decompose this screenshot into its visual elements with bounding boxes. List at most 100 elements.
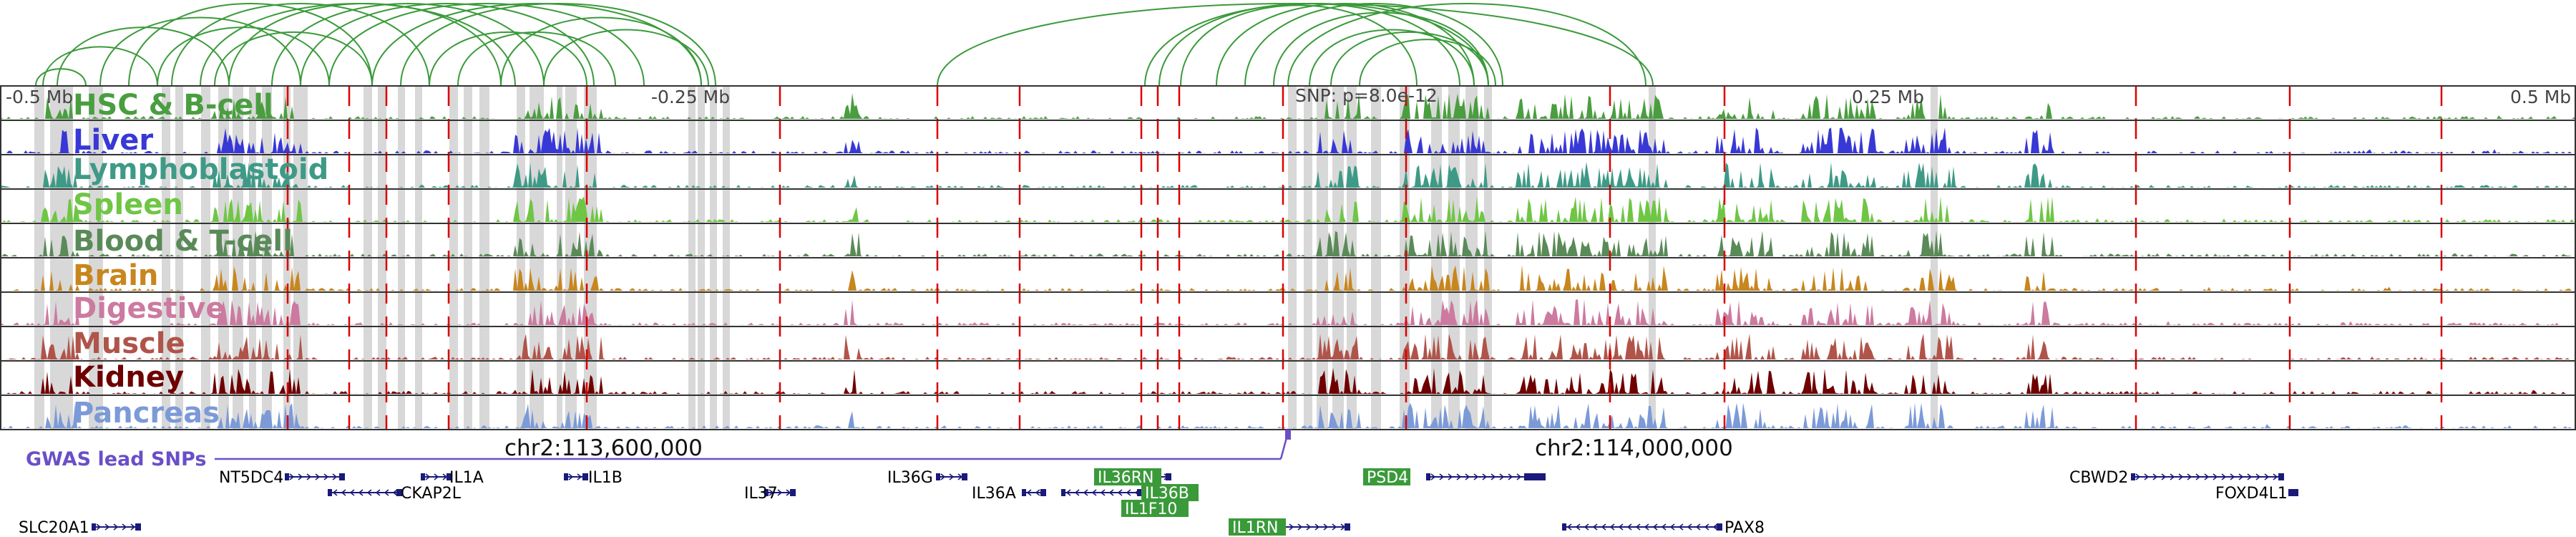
gene-strand-arrow	[1126, 489, 1131, 496]
snp-label: SNP: p=8.0e-12	[1295, 85, 1438, 106]
gene-label: PAX8	[1724, 519, 1765, 537]
gene-exon	[2293, 489, 2298, 496]
gene-strand-arrow	[323, 473, 329, 480]
gene-strand-arrow	[2264, 473, 2270, 480]
gwas-label: GWAS lead SNPs	[26, 448, 206, 470]
gene-strand-arrow	[2204, 473, 2210, 480]
gene-strand-arrow	[949, 473, 955, 480]
gene-strand-arrow	[2212, 473, 2218, 480]
gene-strand-arrow	[1332, 523, 1337, 531]
interaction-arc	[214, 32, 373, 87]
track-label-spleen: Spleen	[73, 188, 183, 221]
tick-0.5: 0.5 Mb	[2510, 87, 2571, 107]
gwas-snp-marker[interactable]	[1285, 430, 1291, 440]
gene-strand-arrow	[1465, 473, 1470, 480]
signal-6	[0, 265, 2576, 291]
position-label-right: chr2:114,000,000	[1535, 435, 1733, 461]
gene-strand-arrow	[375, 489, 381, 496]
gene-strand-arrow	[130, 523, 136, 531]
signal-3	[0, 162, 2576, 188]
gene-strand-arrow	[1626, 523, 1632, 531]
gene-strand-arrow	[298, 473, 303, 480]
gene-strand-arrow	[577, 473, 582, 480]
gene-strand-arrow	[2187, 473, 2192, 480]
signal-5	[0, 231, 2576, 256]
interaction-arc	[500, 16, 702, 87]
track-borders	[0, 85, 2576, 430]
gene-strand-arrow	[1448, 473, 1453, 480]
signal-2	[0, 127, 2576, 153]
gene-exon	[339, 473, 345, 480]
gene-il1a: IL1A	[421, 469, 484, 487]
gene-label: IL36A	[972, 485, 1016, 503]
gene-psd4: PSD4	[1363, 468, 1543, 487]
gene-strand-arrow	[1601, 523, 1606, 531]
interaction-arc	[1158, 3, 1460, 87]
gene-strand-arrow	[940, 473, 946, 480]
gene-label-highlight	[1229, 518, 1286, 536]
signal-8	[0, 334, 2576, 359]
track-label-brain: Brain	[73, 259, 158, 292]
gene-label: CBWD2	[2069, 469, 2128, 487]
gene-strand-arrow	[2230, 473, 2235, 480]
gene-strand-arrow	[315, 473, 321, 480]
gene-strand-arrow	[2273, 473, 2278, 480]
gene-label: IL36RN	[1098, 469, 1153, 487]
interaction-arc	[1287, 3, 1646, 87]
gene-label: IL1F10	[1125, 500, 1177, 518]
gene-exon	[328, 489, 332, 496]
gene-exon	[564, 473, 568, 480]
gene-label: IL1B	[588, 469, 623, 487]
gene-label: PSD4	[1367, 469, 1408, 487]
gene-exon	[1166, 473, 1171, 480]
gene-label: NT5DC4	[219, 469, 283, 487]
gene-strand-arrow	[777, 489, 783, 496]
gene-label: IL1A	[449, 469, 484, 487]
gene-exon	[1524, 473, 1546, 480]
gene-exon	[396, 489, 402, 496]
gene-exon	[962, 473, 967, 480]
gene-exon	[764, 489, 769, 496]
track-label-liver: Liver	[73, 124, 153, 157]
gene-strand-arrow	[2135, 473, 2141, 480]
interaction-arc	[400, 2, 716, 87]
gene-strand-arrow	[1678, 523, 1684, 531]
gene-strand-arrow	[1661, 523, 1667, 531]
interaction-arc	[99, 16, 301, 87]
interaction-arc	[1180, 4, 1418, 87]
gene-strand-arrow	[1609, 523, 1615, 531]
gene-exon	[1717, 523, 1722, 531]
gene-strand-arrow	[306, 473, 312, 480]
interaction-arc	[200, 2, 516, 87]
gene-track: NT5DC4 IL1A IL1B CKAP2L IL37 IL36G IL36A IL36RN…	[19, 468, 2298, 537]
gene-exon	[1022, 489, 1026, 496]
tick-minus-0.25: -0.25 Mb	[651, 87, 730, 107]
gene-il36rn: IL36RN	[1094, 468, 1171, 487]
gene-il1rn: IL1RN	[1229, 518, 1350, 537]
gene-strand-arrow	[1108, 489, 1114, 496]
gene-strand-arrow	[1712, 523, 1718, 531]
gene-strand-arrow	[2221, 473, 2227, 480]
gene-exon	[2288, 489, 2293, 496]
signal-7	[0, 299, 2576, 325]
gene-pax8: PAX8	[1562, 519, 1765, 537]
gene-label-highlight	[1121, 500, 1189, 517]
gene-strand-arrow	[104, 523, 110, 531]
gene-il36b: IL36B	[1061, 484, 1199, 503]
gene-label: FOXD4L1	[2215, 485, 2288, 503]
gene-exon	[1345, 523, 1350, 531]
gene-strand-arrow	[96, 523, 102, 531]
gene-label: IL37	[744, 485, 778, 503]
gene-exon	[582, 473, 588, 480]
gene-strand-arrow	[2152, 473, 2158, 480]
position-label-left: chr2:113,600,000	[504, 435, 703, 461]
interaction-arc	[1330, 32, 1489, 87]
gene-exon	[1040, 489, 1046, 496]
signal-tracks	[0, 93, 2576, 428]
gene-il37: IL37	[744, 485, 796, 503]
gene-il1b: IL1B	[564, 469, 623, 487]
gene-strand-arrow	[1314, 523, 1320, 531]
gene-il36g: IL36G	[887, 469, 967, 487]
axis: -0.5 Mb -0.25 Mb SNP: p=8.0e-12 0.25 Mb …	[6, 85, 2571, 107]
